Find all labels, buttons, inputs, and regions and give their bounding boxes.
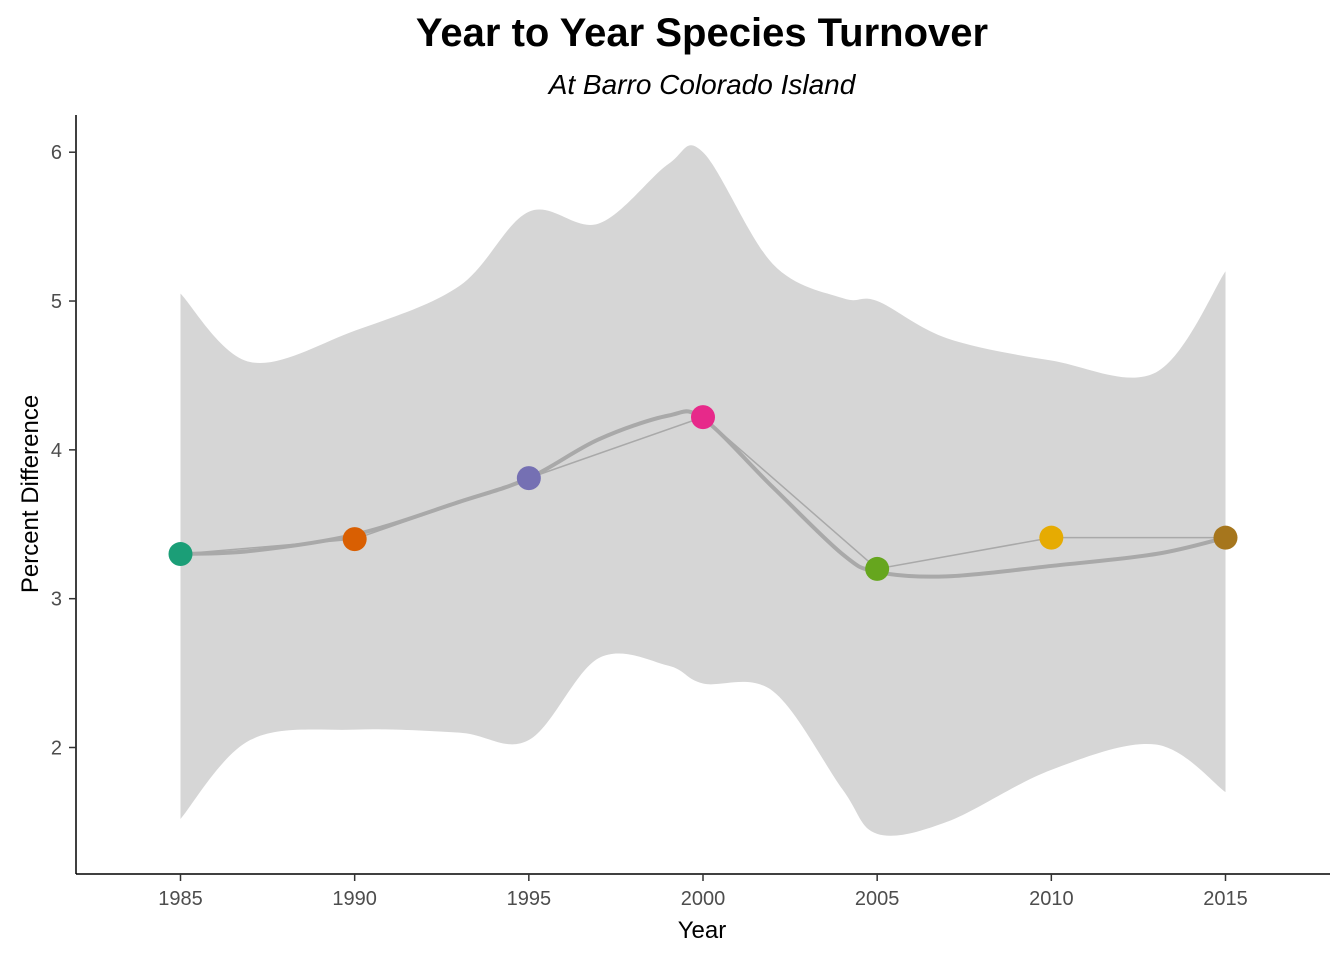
- y-tick-label: 5: [51, 291, 62, 313]
- data-point-2000: [691, 405, 715, 430]
- plot-area: [168, 145, 1238, 836]
- x-tick-label: 1985: [158, 888, 203, 910]
- y-axis-title: Percent Difference: [17, 395, 44, 593]
- x-tick-label: 2015: [1203, 888, 1248, 910]
- y-tick-label: 4: [51, 440, 62, 462]
- data-points: [168, 405, 1238, 581]
- data-point-2010: [1039, 525, 1064, 550]
- data-point-1985: [168, 542, 193, 567]
- y-tick-label: 2: [51, 738, 62, 760]
- x-tick-label: 2000: [681, 888, 726, 910]
- chart-title: Year to Year Species Turnover: [416, 11, 988, 55]
- x-tick-label: 1990: [332, 888, 377, 910]
- data-point-2005: [865, 556, 890, 581]
- y-tick-label: 6: [51, 142, 62, 164]
- y-tick-label: 3: [51, 589, 62, 611]
- y-axis-ticks: 2 3 4 5 6: [51, 142, 76, 760]
- chart-subtitle: At Barro Colorado Island: [547, 69, 857, 100]
- x-tick-label: 2010: [1029, 888, 1074, 910]
- confidence-ribbon: [180, 145, 1226, 836]
- data-point-1990: [342, 527, 367, 552]
- data-point-1995: [516, 466, 541, 491]
- x-axis-ticks: 1985 1990 1995 2000 2005 2010 2015: [158, 874, 1248, 910]
- data-point-2015: [1213, 525, 1238, 550]
- x-tick-label: 1995: [507, 888, 552, 910]
- x-tick-label: 2005: [855, 888, 900, 910]
- x-axis-title: Year: [678, 917, 727, 944]
